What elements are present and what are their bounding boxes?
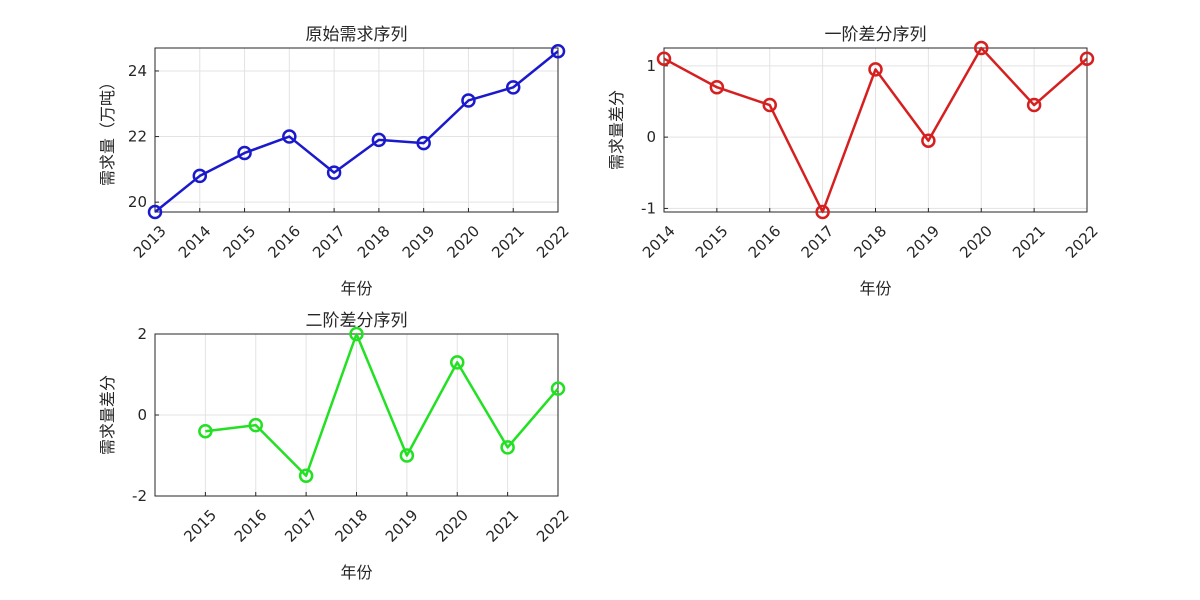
chart-title: 原始需求序列 bbox=[306, 25, 408, 45]
data-point bbox=[921, 133, 936, 148]
y-tick-label: 2 bbox=[137, 325, 147, 343]
series-line bbox=[663, 46, 1088, 214]
data-point bbox=[282, 129, 297, 144]
x-tick-label: 2016 bbox=[231, 506, 271, 546]
plot-area bbox=[155, 48, 558, 212]
x-tick-label: 2014 bbox=[639, 222, 679, 262]
x-tick-label: 2014 bbox=[175, 222, 215, 262]
subplot-3: 2015 2016 2017 2018 2019 2020 2021 2022 -2 0 2 二阶差分… bbox=[98, 311, 573, 582]
data-point bbox=[974, 40, 989, 56]
data-point bbox=[371, 132, 387, 148]
y-tick-label: 1 bbox=[646, 57, 656, 75]
axes-box bbox=[154, 47, 559, 213]
x-tick-label: 2020 bbox=[443, 222, 483, 262]
data-point bbox=[237, 145, 252, 161]
data-point bbox=[505, 80, 521, 95]
y-tick-label: 20 bbox=[128, 193, 147, 211]
y-axis-label: 需求量差分 bbox=[607, 90, 626, 170]
x-tick-label: 2020 bbox=[956, 222, 996, 262]
x-tick-label: 2021 bbox=[1009, 222, 1049, 262]
data-point bbox=[815, 204, 830, 220]
data-point bbox=[656, 51, 672, 66]
x-axis-label: 年份 bbox=[340, 279, 372, 298]
x-tick-label: 2016 bbox=[745, 222, 785, 262]
data-point bbox=[416, 135, 431, 151]
x-axis-label: 年份 bbox=[340, 563, 372, 582]
x-tick-label: 2016 bbox=[264, 222, 304, 262]
chart-title: 一阶差分序列 bbox=[825, 25, 927, 45]
x-tick-label: 2018 bbox=[332, 506, 372, 546]
x-tick-label: 2017 bbox=[798, 222, 838, 262]
data-point bbox=[326, 165, 342, 180]
data-point bbox=[461, 93, 476, 108]
x-tick-label: 2022 bbox=[1062, 222, 1102, 262]
x-tick-label: 2015 bbox=[692, 222, 732, 262]
x-tick-label: 2017 bbox=[309, 222, 349, 262]
series-line bbox=[205, 332, 559, 477]
data-point bbox=[192, 168, 208, 184]
data-point bbox=[450, 355, 465, 370]
y-tick-label: -1 bbox=[641, 199, 656, 217]
data-point bbox=[709, 79, 725, 95]
data-point bbox=[1026, 97, 1042, 113]
x-tick-label: 2020 bbox=[432, 506, 472, 546]
x-tick-label: 2019 bbox=[382, 506, 422, 546]
y-axis-label: 需求量（万吨） bbox=[98, 74, 117, 186]
x-tick-label: 2021 bbox=[488, 222, 528, 262]
x-tick-label: 2015 bbox=[220, 222, 260, 262]
y-tick-label: 0 bbox=[137, 406, 147, 424]
x-tick-label: 2022 bbox=[533, 222, 573, 262]
data-point bbox=[248, 417, 263, 433]
data-point bbox=[1079, 51, 1095, 66]
data-point bbox=[550, 44, 566, 59]
data-point bbox=[762, 97, 777, 113]
chart-title: 二阶差分序列 bbox=[306, 311, 408, 331]
data-point bbox=[500, 440, 515, 455]
x-tick-label: 2018 bbox=[851, 222, 891, 262]
data-point bbox=[198, 423, 213, 439]
x-tick-label: 2018 bbox=[354, 222, 394, 262]
x-tick-label: 2013 bbox=[130, 222, 170, 262]
x-tick-label: 2019 bbox=[399, 222, 439, 262]
x-tick-label: 2015 bbox=[180, 506, 220, 546]
data-point bbox=[298, 468, 314, 483]
subplot-1: 2013 2014 2015 2016 2017 2018 2019 2020 2021 2022… bbox=[98, 25, 573, 298]
x-tick-label: 2017 bbox=[281, 506, 321, 546]
data-point bbox=[399, 448, 415, 463]
data-point bbox=[349, 326, 364, 342]
data-point bbox=[868, 62, 883, 77]
x-tick-label: 2022 bbox=[533, 506, 573, 546]
x-tick-label: 2021 bbox=[483, 506, 523, 546]
y-axis-label: 需求量差分 bbox=[98, 375, 117, 455]
subplot-2: 2014 2015 2016 2017 2018 2019 2020 2021 2022 -1 0 1… bbox=[607, 25, 1102, 298]
y-tick-label: -2 bbox=[132, 487, 147, 505]
data-point bbox=[147, 204, 163, 220]
y-tick-label: 22 bbox=[128, 128, 147, 146]
data-point bbox=[550, 381, 566, 396]
x-axis-label: 年份 bbox=[859, 279, 891, 298]
y-tick-label: 0 bbox=[646, 128, 656, 146]
y-tick-label: 24 bbox=[128, 62, 147, 80]
x-tick-label: 2019 bbox=[903, 222, 943, 262]
series-line bbox=[154, 50, 559, 213]
